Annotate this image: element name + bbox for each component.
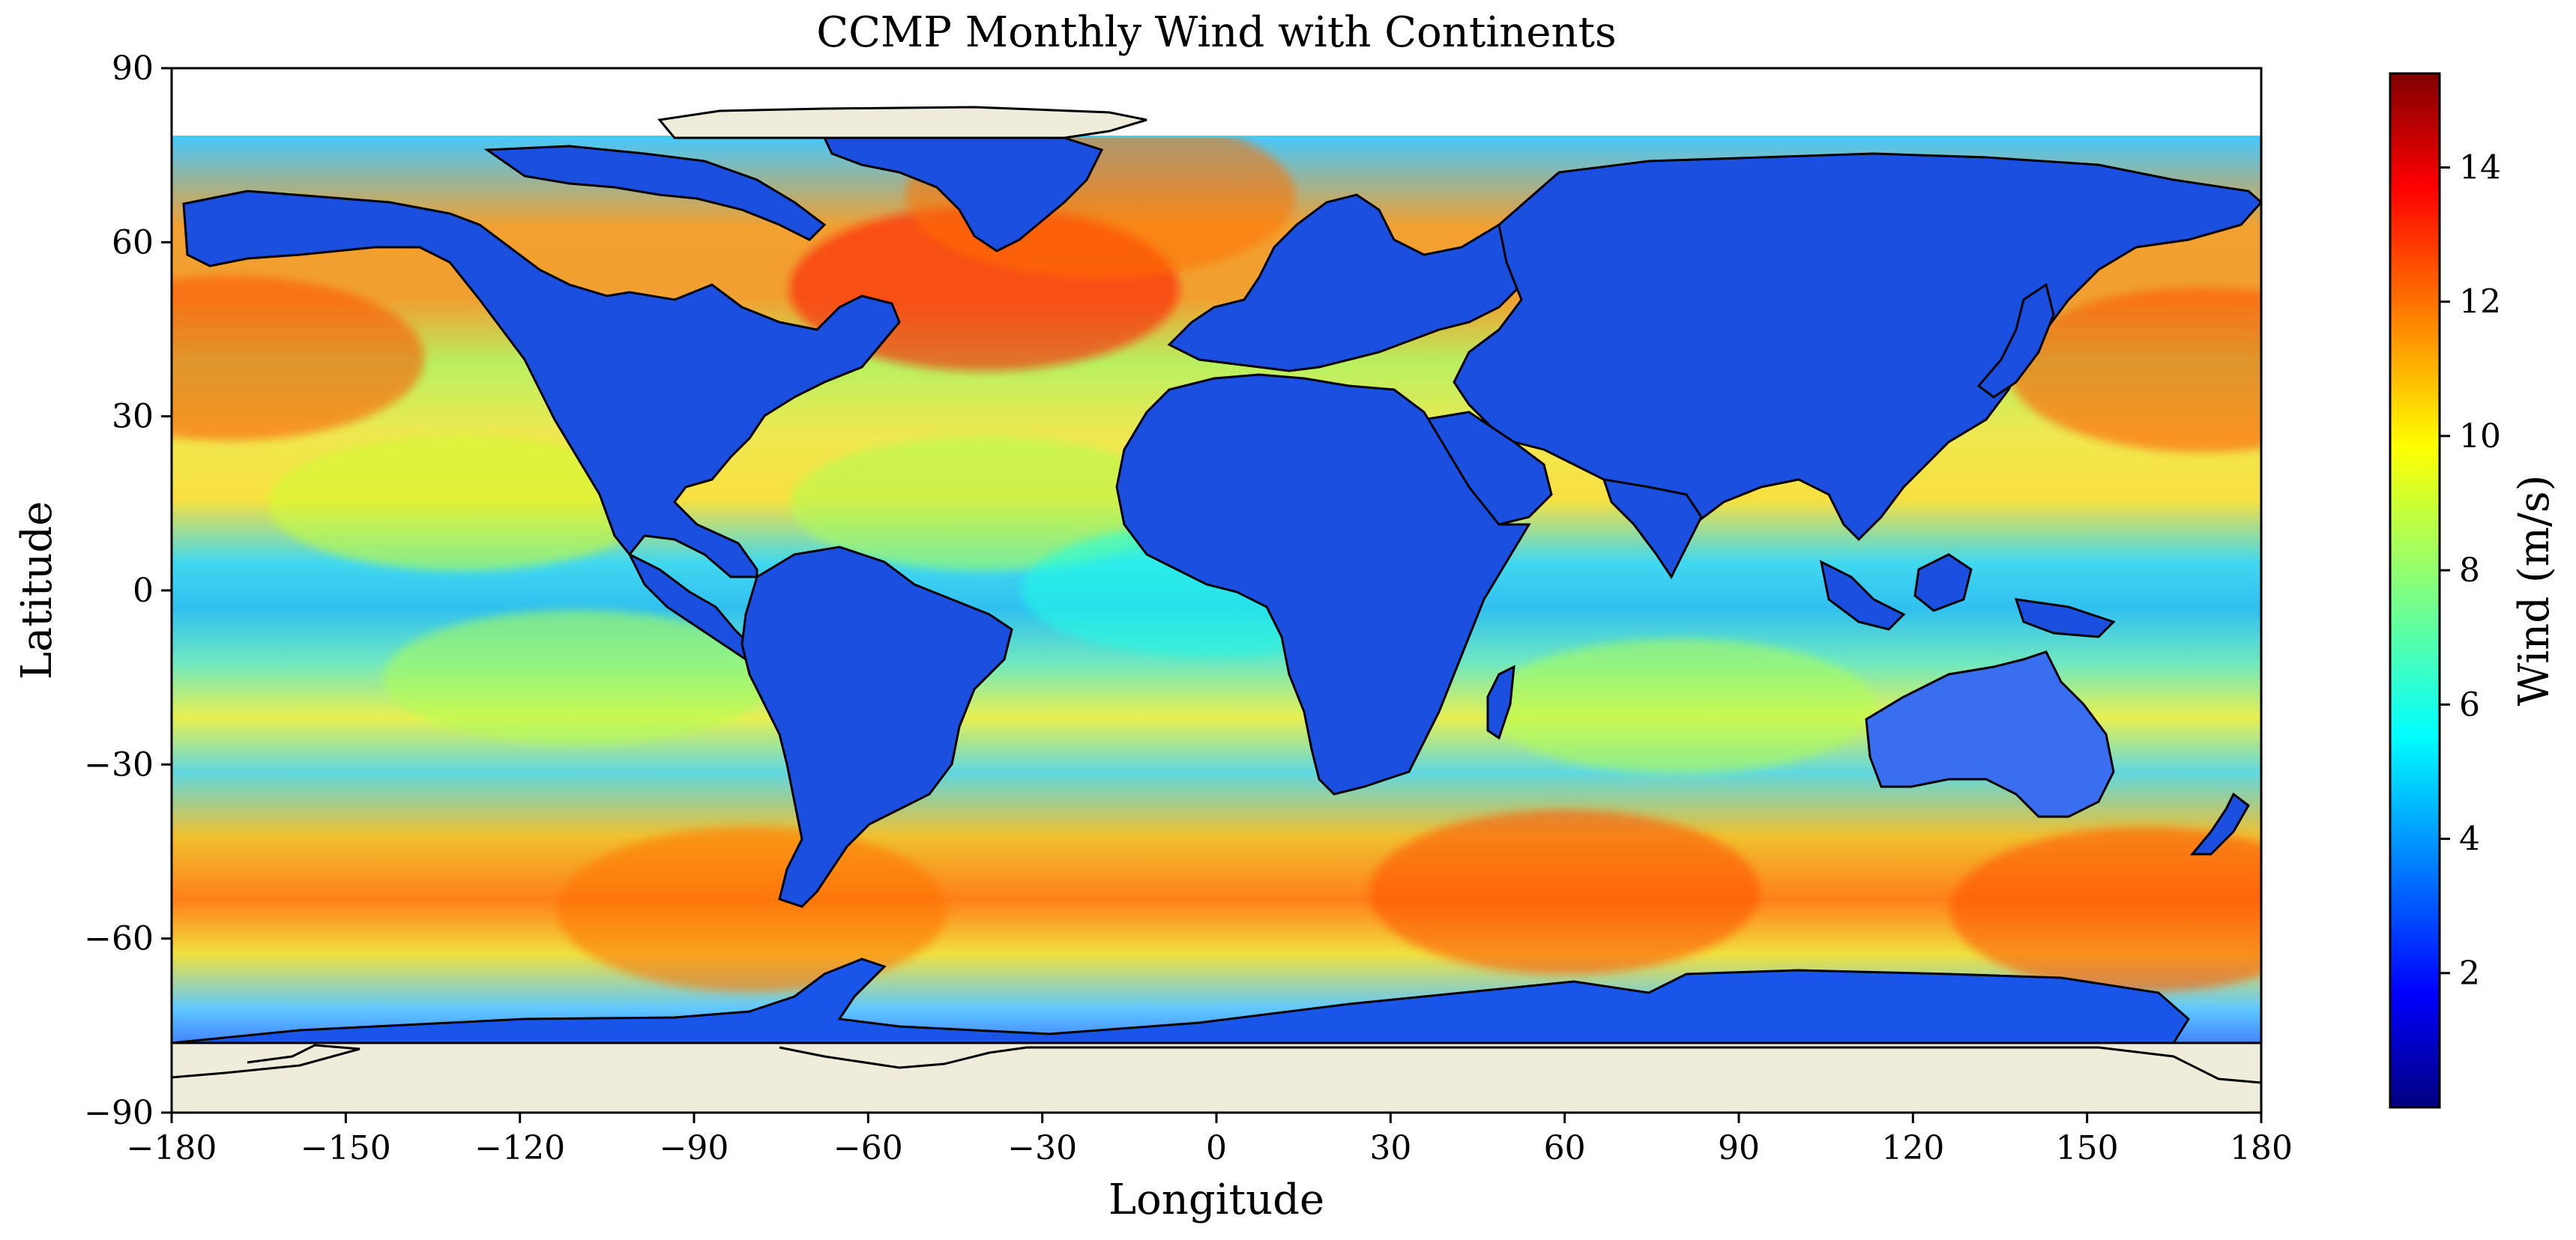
x-tick-label: 120 xyxy=(1881,1129,1944,1167)
colorbar-tick-label: 2 xyxy=(2459,955,2480,993)
y-axis-ticks: −90 −60 −30 0 30 60 90 xyxy=(84,49,172,1132)
x-tick-label: −150 xyxy=(301,1129,391,1167)
x-axis-ticks: −180 −150 −120 −90 −60 −30 0 30 60 90 120 150 180 xyxy=(127,1113,2293,1167)
y-axis-label: Latitude xyxy=(13,501,61,680)
colorbar-ticks: 2 4 6 8 10 12 14 xyxy=(2440,148,2501,993)
x-tick-label: 90 xyxy=(1718,1129,1760,1167)
land-australia xyxy=(1865,650,2115,818)
y-tick-label: −90 xyxy=(84,1094,154,1132)
y-tick-label: 60 xyxy=(112,223,154,261)
colorbar-tick-label: 4 xyxy=(2459,820,2480,859)
land-greenland xyxy=(822,136,1104,252)
land-borneo xyxy=(1913,553,1973,612)
x-tick-label: 30 xyxy=(1369,1129,1411,1167)
y-tick-label: −60 xyxy=(84,920,154,958)
land-indonesia xyxy=(1819,560,1906,631)
x-tick-label: 180 xyxy=(2230,1129,2293,1167)
wind-feature-southern-ocean-indian xyxy=(1369,809,1760,975)
y-tick-label: 0 xyxy=(133,572,154,610)
land-japan xyxy=(1976,282,2055,399)
land-arctic-islands xyxy=(483,145,827,241)
land-greenland-ice xyxy=(657,106,1147,139)
land-new-guinea xyxy=(2014,598,2116,638)
colorbar-tick-label: 10 xyxy=(2459,417,2501,456)
colorbar-tick-label: 8 xyxy=(2459,551,2480,590)
y-tick-label: 30 xyxy=(112,398,154,436)
x-tick-label: −120 xyxy=(474,1129,565,1167)
wind-feature-southern-ocean-pacific xyxy=(1950,826,2261,992)
wind-feature-north-pacific-storm-track xyxy=(172,276,425,441)
x-tick-label: −90 xyxy=(660,1129,729,1167)
land-india xyxy=(1602,478,1703,579)
wind-feature-north-pacific-east xyxy=(2008,287,2261,453)
colorbar-tick-label: 14 xyxy=(2459,148,2501,187)
x-tick-label: 0 xyxy=(1206,1129,1227,1167)
x-tick-label: −180 xyxy=(127,1129,217,1167)
x-tick-label: 150 xyxy=(2056,1129,2119,1167)
colorbar: 2 4 6 8 10 12 14 Wind (m/s) xyxy=(2389,72,2559,1109)
map-plot xyxy=(172,68,2261,1113)
wind-feature-indian-ocean-trades xyxy=(1485,638,1876,774)
wind-feature-trade-winds-north-pacific xyxy=(267,435,657,571)
wind-field-features xyxy=(172,138,2261,992)
x-axis-label: Longitude xyxy=(1108,1176,1324,1224)
land-antarctica-ice xyxy=(172,1041,2261,1113)
land-africa xyxy=(1115,373,1531,796)
land-south-america xyxy=(740,545,1013,908)
colorbar-gradient xyxy=(2389,72,2441,1109)
land-north-america xyxy=(182,190,901,578)
wind-feature-trade-winds-south-pacific xyxy=(383,610,773,745)
x-tick-label: 60 xyxy=(1544,1129,1586,1167)
figure-title: CCMP Monthly Wind with Continents xyxy=(816,8,1617,57)
land-antarctica xyxy=(172,958,2190,1044)
colorbar-tick-label: 6 xyxy=(2459,686,2480,724)
y-tick-label: −30 xyxy=(84,745,154,784)
continents xyxy=(172,106,2261,1113)
land-madagascar xyxy=(1486,665,1515,740)
colorbar-tick-label: 12 xyxy=(2459,283,2501,321)
x-tick-label: −30 xyxy=(1007,1129,1077,1167)
y-tick-label: 90 xyxy=(112,49,154,88)
antarctic-coastline-lower xyxy=(172,1044,2261,1084)
colorbar-label: Wind (m/s) xyxy=(2510,475,2559,707)
x-tick-label: −60 xyxy=(833,1129,903,1167)
land-new-zealand xyxy=(2189,792,2250,856)
wind-feature-trade-winds-north-atlantic xyxy=(789,435,1180,571)
wind-feature-southern-ocean-atlantic xyxy=(557,826,947,992)
